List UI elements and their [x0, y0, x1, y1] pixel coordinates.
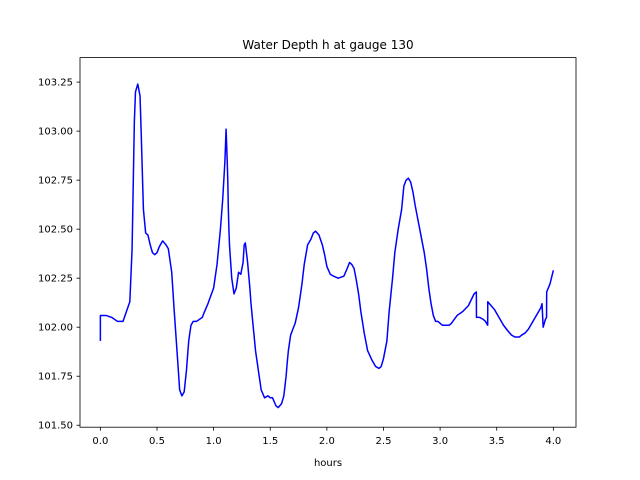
x-tick-label: 2.5 — [376, 436, 392, 447]
y-tick-label: 101.50 — [38, 421, 73, 432]
x-tick-label: 3.0 — [432, 436, 448, 447]
y-tick-label: 102.00 — [38, 323, 73, 334]
axes-box — [79, 57, 577, 428]
x-tick-label: 1.0 — [206, 436, 222, 447]
plot-area — [79, 57, 577, 428]
chart-title: Water Depth h at gauge 130 — [242, 38, 413, 52]
x-tick-label: 3.5 — [489, 436, 505, 447]
x-axis-label: hours — [314, 458, 342, 469]
x-tick-label: 4.0 — [545, 436, 561, 447]
x-tick-label: 0.5 — [149, 436, 165, 447]
series-line-water-depth — [99, 83, 555, 409]
y-tick-label: 102.75 — [38, 176, 73, 187]
y-tick-label: 102.50 — [38, 225, 73, 236]
y-tick-label: 103.25 — [38, 78, 73, 89]
y-tick-label: 103.00 — [38, 127, 73, 138]
x-tick-label: 1.5 — [262, 436, 278, 447]
x-tick-label: 2.0 — [319, 436, 335, 447]
x-axis-ticks: 0.0 0.5 1.0 1.5 2.0 2.5 3.0 3.5 4.0 — [92, 427, 561, 447]
y-tick-label: 102.25 — [38, 274, 73, 285]
y-tick-label: 101.75 — [38, 372, 73, 383]
x-tick-label: 0.0 — [92, 436, 108, 447]
y-axis-ticks: 101.50 101.75 102.00 102.25 102.50 102.75 103.… — [38, 78, 80, 432]
plot-frame — [80, 57, 576, 428]
